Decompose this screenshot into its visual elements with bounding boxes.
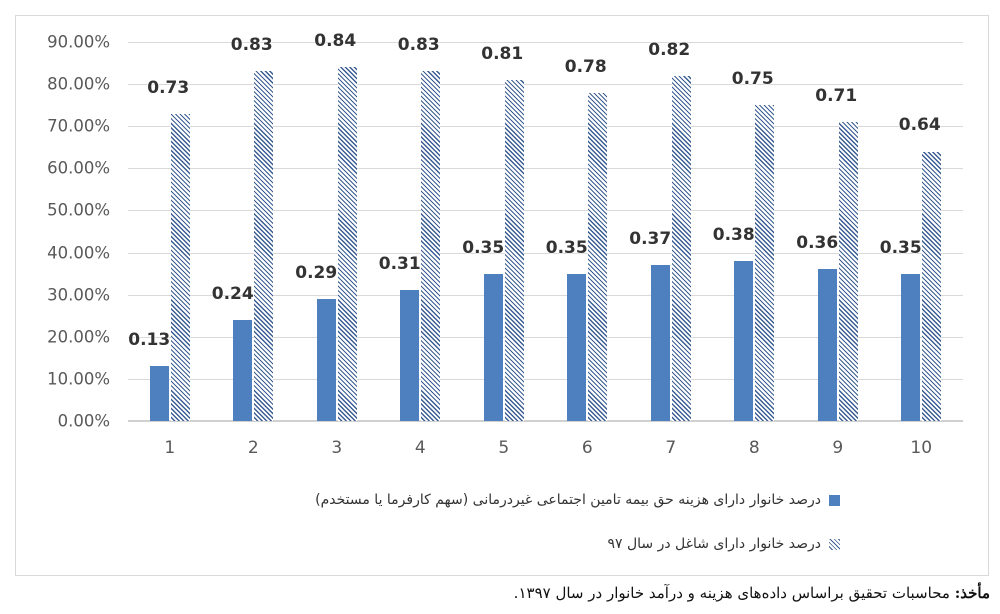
gridline [128, 126, 963, 128]
data-label: 0.38 [712, 224, 755, 245]
bar-insurance [734, 260, 754, 421]
bar-employed [504, 79, 524, 421]
y-tick-label: 90.00% [47, 32, 110, 52]
x-tick-label: 1 [164, 438, 176, 458]
data-label: 0.84 [314, 31, 357, 52]
data-label: 0.31 [378, 254, 421, 275]
data-label: 0.29 [295, 262, 338, 283]
x-tick-label: 9 [832, 438, 844, 458]
gridline [128, 168, 963, 170]
data-label: 0.64 [898, 115, 941, 136]
x-tick-label: 10 [910, 438, 933, 458]
bar-employed [588, 92, 608, 421]
bar-insurance [233, 319, 253, 421]
data-label: 0.36 [796, 233, 839, 254]
bar-insurance [149, 366, 169, 421]
y-tick-label: 70.00% [47, 116, 110, 136]
gridline [128, 252, 963, 254]
gridline [128, 294, 963, 296]
legend-item-insurance: درصد خانوار دارای هزینه حق بیمه تامین اج… [315, 488, 840, 512]
bar-employed [254, 71, 274, 421]
source-text: محاسبات تحقیق براساس داده‌های هزینه و در… [513, 584, 950, 602]
y-tick-label: 40.00% [47, 243, 110, 263]
y-tick-label: 80.00% [47, 74, 110, 94]
y-tick-label: 50.00% [47, 200, 110, 220]
data-label: 0.35 [879, 237, 922, 258]
y-axis: 0.00% 10.00% 20.00% 30.00% 40.00% 50.00% 60.00… [0, 33, 110, 431]
x-tick-label: 8 [748, 438, 760, 458]
gridline [128, 84, 963, 86]
legend-item-employed: درصد خانوار دارای شاغل در سال ۹۷ [315, 532, 840, 556]
data-label: 0.13 [128, 330, 171, 351]
plot-area: 0.13 0.73 0.24 0.83 0.29 0.84 0.31 0.83 0.35 0.81… [128, 31, 963, 422]
x-tick-label: 4 [414, 438, 426, 458]
x-axis-line [128, 420, 963, 422]
data-label: 0.83 [397, 35, 440, 56]
data-label: 0.71 [815, 86, 858, 106]
gridline [128, 210, 963, 212]
data-label: 0.73 [147, 77, 190, 98]
legend-swatch-hatched-icon [829, 538, 840, 550]
bar-employed [755, 105, 775, 421]
y-tick-label: 0.00% [57, 411, 110, 431]
gridline [128, 378, 963, 380]
legend-swatch-solid-icon [829, 494, 840, 506]
data-label: 0.37 [629, 229, 672, 250]
legend-label: درصد خانوار دارای هزینه حق بیمه تامین اج… [315, 492, 821, 508]
bar-employed [421, 71, 441, 421]
legend-label: درصد خانوار دارای شاغل در سال ۹۷ [607, 536, 822, 552]
bar-insurance [483, 273, 503, 421]
x-tick-label: 3 [331, 438, 343, 458]
data-label: 0.35 [462, 237, 505, 258]
y-tick-label: 20.00% [47, 327, 110, 347]
y-tick-label: 30.00% [47, 285, 110, 305]
data-label: 0.82 [648, 39, 691, 60]
x-tick-label: 6 [581, 438, 593, 458]
bar-insurance [316, 298, 336, 421]
bar-insurance [817, 269, 837, 421]
bar-employed [838, 122, 858, 421]
bar-insurance [901, 273, 921, 421]
bar-employed [170, 113, 190, 421]
gridline [128, 336, 963, 338]
x-tick-label: 5 [498, 438, 510, 458]
y-tick-label: 10.00% [47, 369, 110, 389]
data-label: 0.24 [211, 283, 254, 304]
source-note: مأخذ: محاسبات تحقیق براساس داده‌های هزین… [514, 584, 990, 602]
legend: درصد خانوار دارای هزینه حق بیمه تامین اج… [315, 488, 840, 576]
bar-insurance [400, 290, 420, 421]
data-label: 0.75 [731, 69, 774, 90]
bar-insurance [567, 273, 587, 421]
data-label: 0.35 [545, 237, 588, 258]
y-tick-label: 60.00% [47, 158, 110, 178]
data-label: 0.78 [564, 56, 607, 77]
source-label: مأخذ: [954, 584, 990, 602]
x-tick-label: 7 [665, 438, 677, 458]
bar-employed [922, 151, 942, 421]
data-label: 0.83 [230, 35, 273, 56]
bar-employed [337, 67, 357, 421]
bar-employed [671, 75, 691, 421]
bar-insurance [650, 265, 670, 421]
gridline [128, 42, 963, 43]
data-label: 0.81 [481, 43, 524, 64]
x-tick-label: 2 [247, 438, 259, 458]
